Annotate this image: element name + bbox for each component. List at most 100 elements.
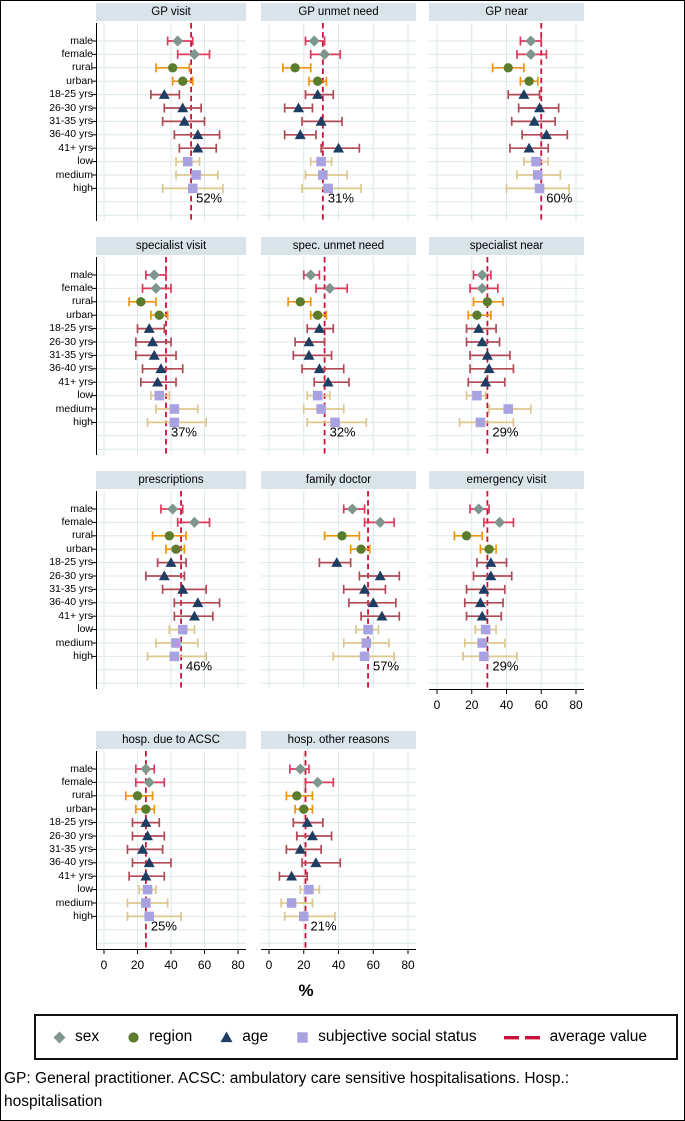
sex-marker bbox=[188, 516, 200, 528]
category-label-18-25-yrs: 18-25 yrs bbox=[49, 816, 93, 829]
panel-title-specialist-near: specialist near bbox=[429, 237, 584, 255]
panel-gp-unmet-need: 31% bbox=[261, 23, 416, 221]
specialist-near-31-35-yrs bbox=[469, 349, 511, 360]
sex-marker bbox=[143, 776, 155, 788]
panel-family-doctor: 57% bbox=[261, 491, 416, 689]
region-marker bbox=[337, 531, 347, 541]
gridlines bbox=[429, 23, 584, 221]
region-marker bbox=[484, 544, 494, 554]
x-tick-label: 20 bbox=[131, 958, 145, 972]
sss-marker bbox=[286, 898, 297, 908]
sss-marker bbox=[177, 624, 188, 635]
region-marker bbox=[461, 531, 472, 541]
specialist-visit-rural bbox=[128, 297, 157, 307]
category-label-18-25-yrs: 18-25 yrs bbox=[49, 556, 93, 569]
gp-unmet-need-rural bbox=[282, 63, 312, 73]
spec-unmet-need-high bbox=[306, 417, 368, 428]
region-marker bbox=[164, 531, 174, 541]
category-label-high: high bbox=[73, 649, 93, 662]
age-marker bbox=[518, 89, 530, 99]
category-label-26-30-yrs: 26-30 yrs bbox=[49, 829, 93, 842]
gp-unmet-need-31-35-yrs bbox=[301, 115, 343, 126]
sex-marker bbox=[324, 282, 336, 294]
emergency-visit-female bbox=[483, 516, 515, 528]
sex-marker bbox=[319, 48, 331, 60]
gp-visit-36-40-yrs bbox=[173, 129, 221, 140]
hosp-other-reasons-26-30-yrs bbox=[295, 830, 333, 841]
x-tick-label: 40 bbox=[332, 958, 346, 972]
gp-unmet-need-medium bbox=[304, 170, 349, 180]
specialist-visit-urban bbox=[150, 310, 169, 320]
panel-title-family-doctor: family doctor bbox=[261, 471, 416, 489]
average-value-label: 32% bbox=[330, 424, 356, 439]
gp-visit-41-yrs bbox=[178, 142, 218, 153]
sex-marker bbox=[346, 503, 358, 515]
panel-title-gp-near: GP near bbox=[429, 3, 584, 21]
age-marker bbox=[301, 817, 313, 827]
legend-label: region bbox=[149, 1028, 193, 1045]
sex-marker bbox=[476, 269, 488, 281]
hosp-other-reasons-high bbox=[283, 911, 336, 922]
sss-marker bbox=[169, 651, 180, 662]
category-label-18-25-yrs: 18-25 yrs bbox=[49, 88, 93, 101]
category-label-41-yrs: 41+ yrs bbox=[58, 141, 93, 154]
sss-marker bbox=[154, 390, 165, 401]
spec-unmet-need-rural bbox=[287, 297, 312, 307]
specialist-near-male bbox=[472, 269, 492, 281]
age-marker bbox=[473, 323, 485, 333]
y-axis bbox=[92, 23, 97, 221]
x-tick-label: 80 bbox=[401, 958, 415, 972]
gp-near-female bbox=[516, 48, 548, 60]
sss-marker bbox=[316, 404, 326, 414]
prescriptions-male bbox=[160, 503, 184, 515]
gp-unmet-need-urban bbox=[308, 76, 328, 86]
y-axis bbox=[92, 257, 97, 455]
gp-visit-high bbox=[161, 183, 224, 194]
specialist-near-36-40-yrs bbox=[469, 363, 515, 374]
category-label-high: high bbox=[73, 181, 93, 194]
legend-item-age: age bbox=[219, 1028, 268, 1046]
spec-unmet-need-low bbox=[306, 390, 331, 401]
specialist-near-26-30-yrs bbox=[465, 336, 501, 347]
legend: sex region age subjective social status aver… bbox=[34, 1014, 678, 1060]
category-label-41-yrs: 41+ yrs bbox=[58, 609, 93, 622]
x-tick-label: 0 bbox=[266, 958, 273, 972]
category-label-female: female bbox=[61, 775, 93, 788]
age-marker bbox=[303, 349, 315, 360]
age-marker bbox=[293, 102, 305, 113]
sss-marker bbox=[531, 156, 541, 167]
sss-marker bbox=[475, 417, 486, 428]
age-marker bbox=[152, 376, 164, 387]
y-axis bbox=[92, 751, 97, 949]
age-marker bbox=[294, 843, 306, 854]
x-tick-label: 60 bbox=[535, 698, 549, 712]
gp-unmet-need-female bbox=[309, 48, 342, 60]
sex-marker bbox=[305, 269, 317, 281]
age-marker bbox=[374, 570, 386, 581]
legend-label: age bbox=[242, 1028, 269, 1045]
x-tick-label: 40 bbox=[500, 698, 514, 712]
region-marker bbox=[524, 76, 534, 86]
sss-marker bbox=[479, 651, 489, 662]
prescriptions-31-35-yrs bbox=[161, 583, 208, 594]
panel-emergency-visit: 29% bbox=[429, 491, 584, 689]
age-marker bbox=[286, 870, 298, 881]
category-label-rural: rural bbox=[71, 295, 93, 308]
sss-marker bbox=[297, 1031, 308, 1043]
gp-visit-low bbox=[175, 156, 201, 167]
emergency-visit-31-35-yrs bbox=[465, 583, 506, 594]
spec-unmet-need-26-30-yrs bbox=[294, 336, 326, 347]
average-value-label: 60% bbox=[546, 190, 572, 205]
category-label-36-40-yrs: 36-40 yrs bbox=[49, 596, 93, 609]
prescriptions-female bbox=[176, 516, 211, 528]
sss-marker bbox=[534, 183, 545, 194]
gp-visit-18-25-yrs bbox=[150, 89, 181, 100]
sss-marker bbox=[191, 170, 201, 180]
family-doctor-high bbox=[332, 651, 395, 662]
specialist-visit-female bbox=[141, 282, 172, 294]
hosp-other-reasons-41-yrs bbox=[278, 870, 309, 881]
age-marker bbox=[481, 349, 493, 360]
category-label-medium: medium bbox=[55, 636, 93, 649]
category-label-high: high bbox=[73, 415, 93, 428]
category-label-female: female bbox=[61, 515, 93, 528]
